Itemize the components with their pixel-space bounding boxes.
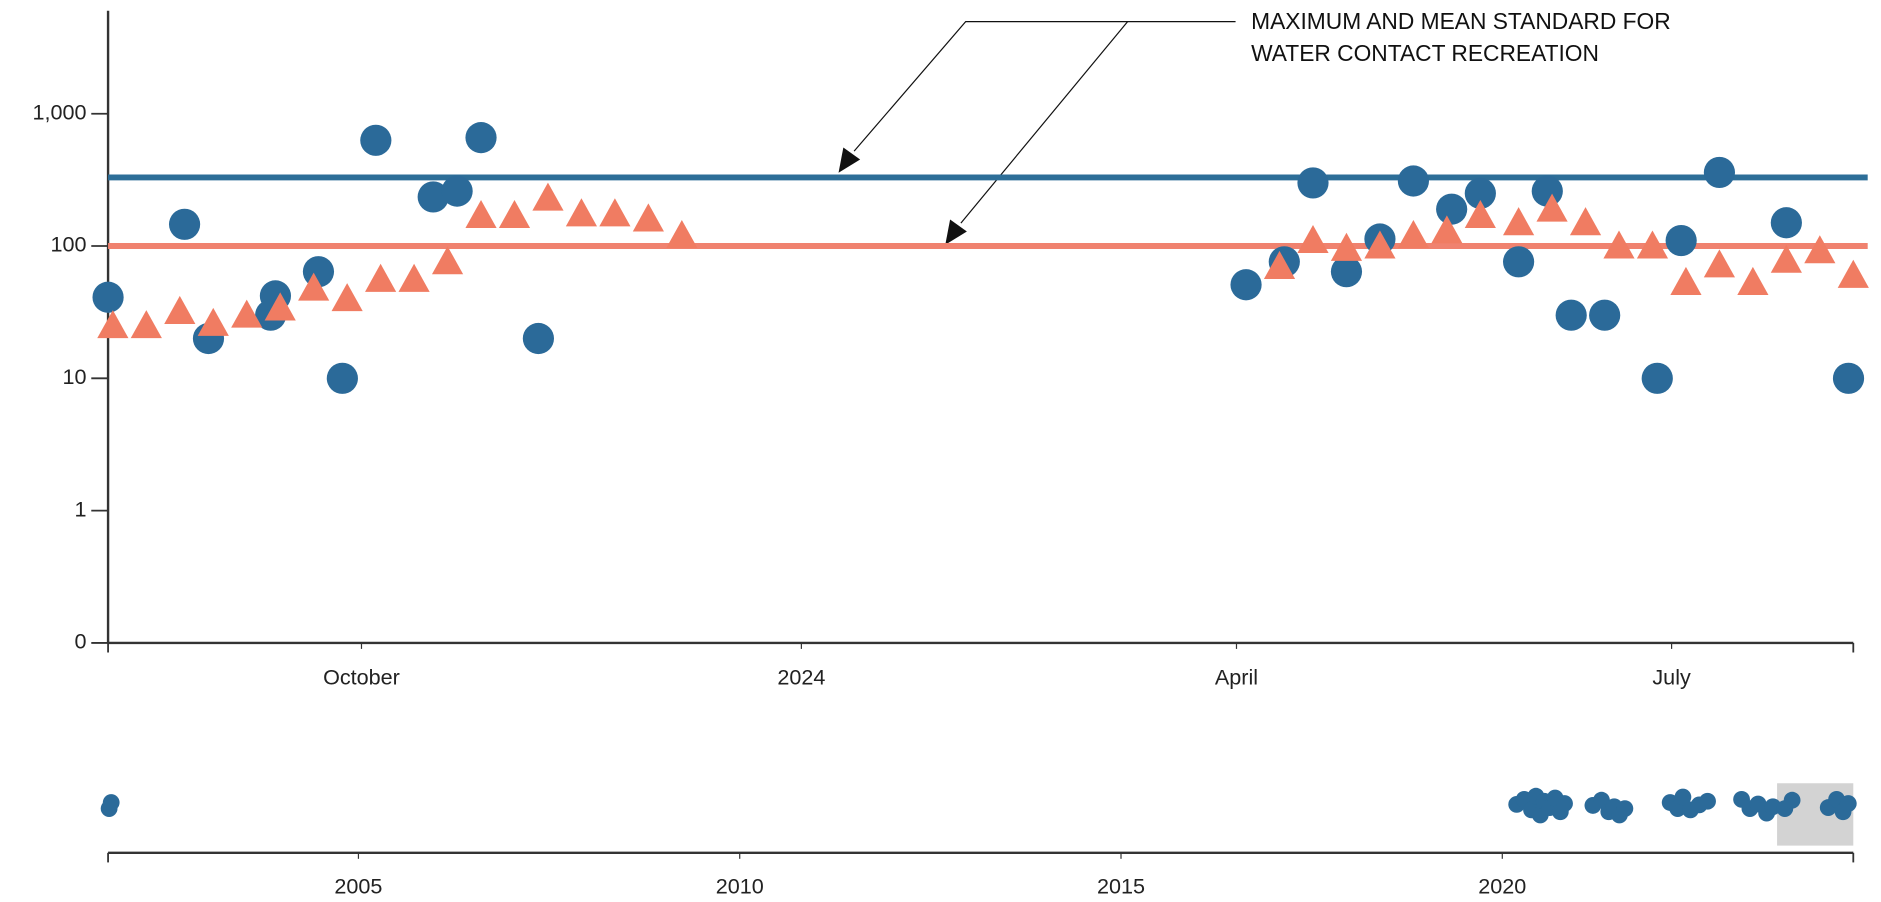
triangle-point bbox=[1737, 266, 1769, 295]
point bbox=[1832, 362, 1865, 394]
triangle-point bbox=[365, 263, 397, 292]
point bbox=[1556, 795, 1573, 812]
point bbox=[1531, 175, 1563, 207]
triangle-point bbox=[1330, 232, 1363, 261]
point bbox=[326, 362, 358, 394]
x-tick-label: July bbox=[1652, 665, 1691, 690]
y-tick-label: 1,000 bbox=[32, 99, 86, 124]
point bbox=[1397, 165, 1429, 197]
annotation: WATER CONTACT RECREATION bbox=[1251, 40, 1599, 66]
point bbox=[1839, 795, 1857, 812]
point bbox=[1503, 246, 1535, 278]
point bbox=[1699, 792, 1716, 810]
triangle-point bbox=[1297, 224, 1329, 254]
y-tick-label: 1 bbox=[74, 496, 86, 521]
point bbox=[360, 124, 392, 156]
point bbox=[1783, 791, 1801, 809]
triangle-point bbox=[298, 272, 330, 301]
point bbox=[1770, 207, 1802, 239]
arrowhead bbox=[838, 147, 861, 173]
point bbox=[1297, 167, 1329, 199]
point bbox=[1641, 362, 1673, 394]
y-tick-label: 0 bbox=[74, 629, 86, 654]
x-tick-label: 2015 bbox=[1097, 873, 1145, 898]
triangle-point bbox=[97, 310, 129, 339]
x-tick-label: October bbox=[323, 665, 400, 690]
point bbox=[441, 175, 473, 207]
triangle-point bbox=[599, 198, 631, 227]
x-tick-label: 2005 bbox=[334, 873, 382, 898]
point bbox=[1330, 256, 1363, 288]
point bbox=[1555, 299, 1587, 331]
triangle-point bbox=[164, 295, 196, 324]
triangle-point bbox=[331, 283, 363, 312]
point bbox=[522, 322, 554, 355]
triangle-point bbox=[1703, 249, 1736, 278]
triangle-point bbox=[1670, 266, 1702, 295]
triangle-point bbox=[231, 299, 263, 328]
point bbox=[1616, 800, 1634, 817]
triangle-point bbox=[1536, 193, 1568, 222]
triangle-point bbox=[1364, 230, 1396, 259]
triangle-point bbox=[498, 199, 531, 229]
triangle-point bbox=[431, 246, 464, 275]
triangle-point bbox=[1636, 230, 1669, 259]
triangle-point bbox=[1837, 259, 1869, 288]
point bbox=[1436, 193, 1468, 225]
triangle-point bbox=[1503, 207, 1535, 236]
arrowhead bbox=[945, 219, 967, 245]
point bbox=[92, 281, 124, 313]
point bbox=[1674, 788, 1692, 806]
triangle-point bbox=[264, 292, 296, 321]
triangle-point bbox=[1431, 215, 1463, 244]
leader-line bbox=[960, 21, 1129, 224]
triangle-point bbox=[398, 263, 430, 292]
x-tick-label: 2024 bbox=[777, 665, 825, 690]
point bbox=[417, 181, 449, 213]
y-tick-label: 10 bbox=[62, 364, 86, 389]
triangle-point bbox=[565, 198, 598, 227]
triangle-point bbox=[197, 307, 229, 336]
triangle-point bbox=[465, 199, 497, 229]
leader-line bbox=[853, 20, 1236, 152]
y-tick-label: 100 bbox=[50, 232, 86, 257]
x-tick-label: 2020 bbox=[1478, 873, 1526, 898]
point bbox=[102, 794, 120, 811]
x-tick-label: 2010 bbox=[716, 873, 764, 898]
triangle-point bbox=[666, 219, 698, 249]
point bbox=[1464, 177, 1496, 209]
triangle-point bbox=[1804, 235, 1836, 264]
triangle-point bbox=[130, 310, 162, 339]
point bbox=[168, 208, 201, 240]
triangle-point bbox=[1464, 199, 1496, 229]
point bbox=[1665, 224, 1697, 257]
triangle-point bbox=[532, 182, 564, 211]
triangle-point bbox=[1263, 250, 1296, 280]
triangle-point bbox=[632, 203, 664, 232]
triangle-point bbox=[1569, 207, 1602, 236]
triangle-point bbox=[1397, 219, 1429, 249]
annotation: MAXIMUM AND MEAN STANDARD FOR bbox=[1251, 8, 1670, 34]
point bbox=[1230, 269, 1262, 301]
x-tick-label: April bbox=[1215, 665, 1258, 690]
point bbox=[465, 122, 497, 154]
triangle-point bbox=[1603, 230, 1635, 259]
point bbox=[1703, 156, 1736, 189]
point bbox=[1589, 299, 1621, 331]
triangle-point bbox=[1770, 244, 1802, 273]
